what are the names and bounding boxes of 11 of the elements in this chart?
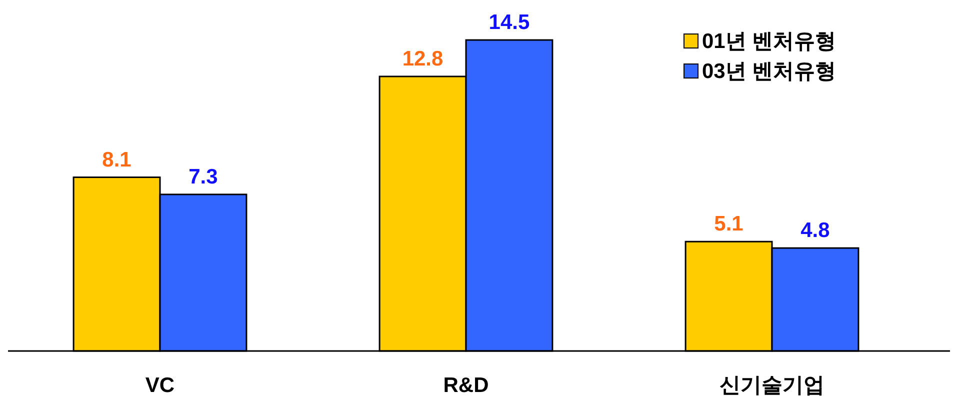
- data-label: 12.8: [402, 47, 444, 70]
- data-label: 14.5: [488, 11, 530, 34]
- data-label: 4.8: [800, 219, 830, 242]
- data-label: 5.1: [714, 212, 744, 236]
- legend-label: 01년 벤처유형: [702, 30, 836, 53]
- x-tick-label: R&D: [443, 374, 489, 397]
- legend-label: 03년 벤처유형: [702, 60, 836, 83]
- x-tick-label: 신기술기업: [720, 374, 824, 397]
- data-label: 7.3: [188, 165, 218, 188]
- x-tick-label: VC: [145, 374, 175, 397]
- data-label: 8.1: [102, 148, 132, 172]
